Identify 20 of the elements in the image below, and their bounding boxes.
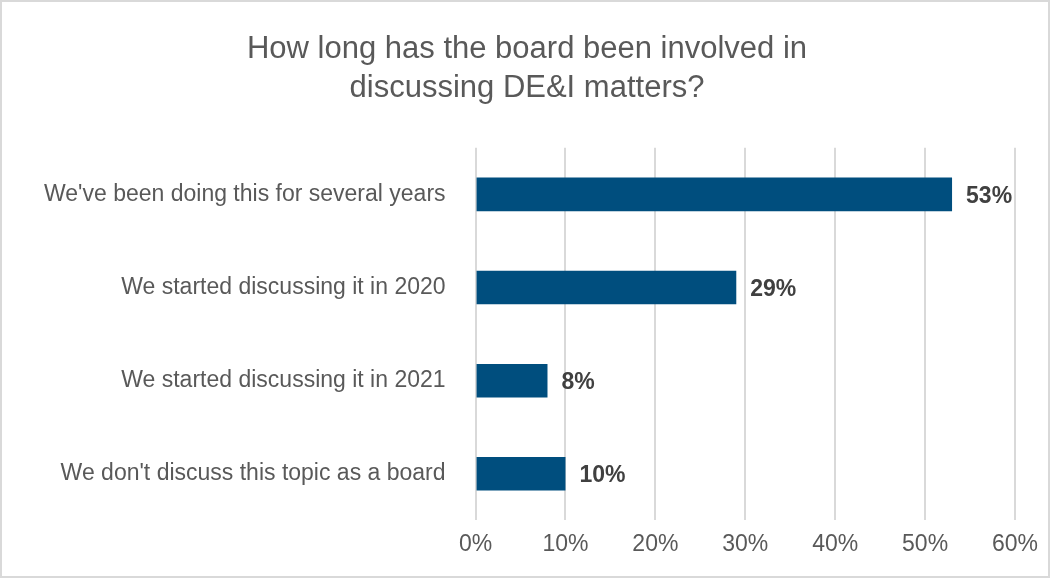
- data-label: 8%: [561, 368, 595, 395]
- data-label: 29%: [750, 274, 797, 301]
- bar: [476, 177, 953, 212]
- x-tick-label: 0%: [458, 529, 493, 556]
- bar: [476, 270, 737, 305]
- y-tick-label: We started discussing it in 2020: [121, 272, 446, 299]
- x-tick-label: 60%: [991, 529, 1039, 556]
- data-label: 10%: [579, 461, 626, 488]
- x-tick-label: 30%: [722, 529, 769, 556]
- x-tick-label: 10%: [542, 529, 589, 556]
- y-tick-label: We've been doing this for several years: [43, 179, 446, 206]
- chart-title: How long has the board been involved in discussing DE&I matters?: [245, 29, 809, 106]
- bar: [476, 363, 548, 398]
- y-tick-label: We started discussing it in 2021: [121, 366, 446, 393]
- x-tick-label: 50%: [902, 529, 949, 556]
- bar: [476, 457, 566, 491]
- y-tick-label: We don't discuss this topic as a board: [60, 459, 446, 486]
- data-label: 53%: [966, 181, 1013, 208]
- x-tick-label: 20%: [632, 529, 679, 556]
- x-tick-label: 40%: [812, 529, 859, 556]
